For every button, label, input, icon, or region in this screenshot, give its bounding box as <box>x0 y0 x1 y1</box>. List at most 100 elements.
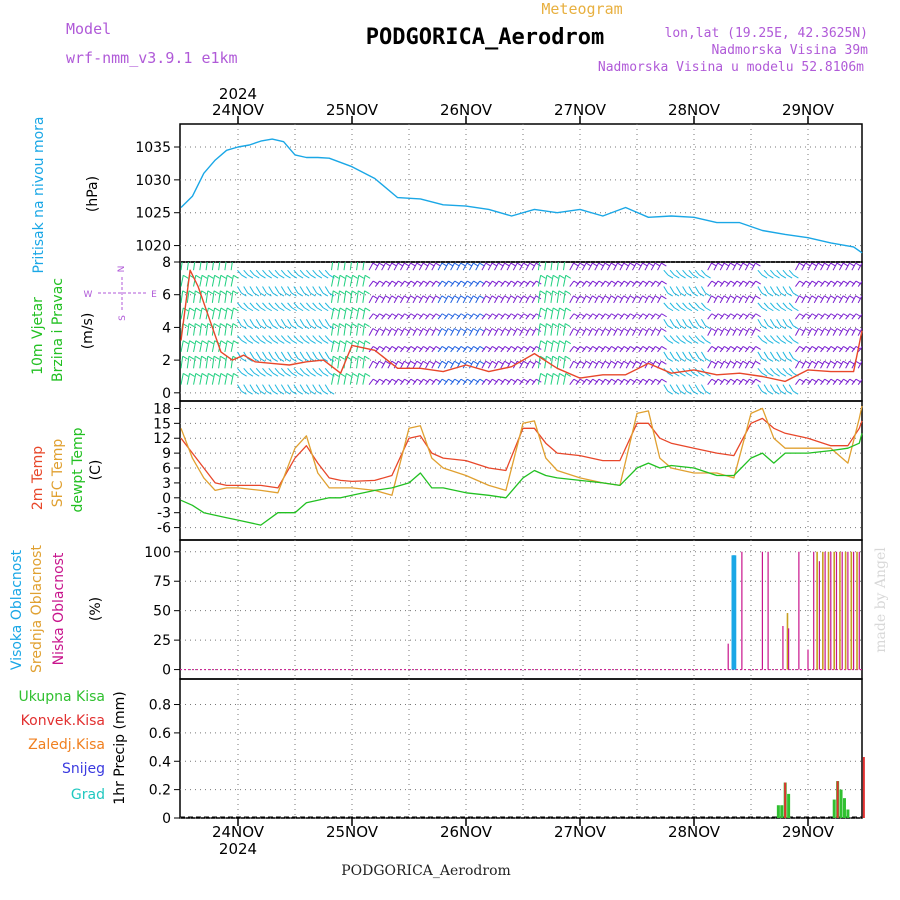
wind-barb <box>318 318 324 326</box>
wind-barb <box>525 346 531 353</box>
cloud-low-bar <box>818 561 820 670</box>
wind-barb <box>193 340 197 353</box>
wind-barb <box>437 360 443 369</box>
wind-barb <box>431 280 437 287</box>
wind-barb-flag <box>454 328 460 332</box>
cloud-low-bar <box>847 551 849 670</box>
wind-barb <box>299 367 305 374</box>
wind-barb-flag <box>316 292 322 297</box>
wind-barb <box>425 328 430 336</box>
wind-barb <box>211 373 216 385</box>
wind-barb <box>437 313 443 320</box>
wind-barb <box>820 378 826 385</box>
wind-barb <box>531 280 537 287</box>
wind-barb <box>349 262 352 271</box>
wind-barb-flag <box>579 262 586 267</box>
wind-barb <box>456 346 462 353</box>
wind-barb <box>751 328 756 336</box>
wind-barb <box>193 307 197 320</box>
wind-barb-flag <box>247 372 254 377</box>
wind-barb <box>425 295 430 304</box>
wind-barb-flag <box>610 360 617 365</box>
wind-barb-flag <box>491 262 498 267</box>
wind-barb-flag <box>241 292 247 297</box>
wind-barb-flag <box>811 295 818 300</box>
wind-barb <box>362 323 366 336</box>
wind-barb-flag <box>410 328 416 332</box>
wind-barb-flag <box>617 262 623 267</box>
wind-barb <box>613 313 619 320</box>
wind-barb <box>487 328 493 336</box>
wind-barb-flag <box>241 325 247 330</box>
wind-barb <box>374 262 380 271</box>
wind-barb-flag <box>565 258 570 261</box>
wind-barb-flag <box>824 262 830 267</box>
wind-barb-flag <box>523 360 529 365</box>
wind-barb-flag <box>208 274 214 279</box>
wind-barb-flag <box>680 390 686 395</box>
wind-barb <box>456 328 462 336</box>
wind-panel <box>180 258 873 395</box>
wind-barb <box>468 295 474 304</box>
wind-barb <box>255 335 261 341</box>
wind-barb-flag <box>378 360 385 365</box>
wind-barb <box>606 313 612 320</box>
wind-barb <box>406 313 412 320</box>
wind-barb <box>675 302 681 309</box>
wind-barb <box>450 262 455 271</box>
wind-barb <box>701 302 707 309</box>
wind-barb-flag <box>868 329 873 332</box>
wind-barb-flag <box>761 292 768 297</box>
wind-barb <box>412 346 418 353</box>
wind-barb-flag <box>372 328 379 332</box>
wind-barb <box>255 367 261 374</box>
wind-barb-flag <box>429 295 435 300</box>
wind-barb <box>669 269 675 276</box>
wind-barb <box>631 262 637 271</box>
wind-barb <box>669 384 675 392</box>
wind-barb <box>625 360 631 369</box>
wind-barb <box>218 275 222 287</box>
wind-barb-flag <box>364 307 371 312</box>
wind-barb <box>393 262 399 271</box>
wind-barb-flag <box>214 307 220 312</box>
wind-barbs <box>180 258 873 395</box>
y-tick-label: 2 <box>162 353 171 369</box>
wind-barb <box>280 351 286 359</box>
wind-barb <box>487 313 493 320</box>
wind-barb <box>600 378 606 385</box>
wind-barb-flag <box>498 328 504 332</box>
wind-barb <box>694 286 700 294</box>
wind-barb <box>450 313 456 320</box>
wind-barb <box>575 295 581 304</box>
y-tick-label: 9 <box>162 446 171 462</box>
wind-barb <box>381 378 387 385</box>
wind-barb-flag <box>297 307 304 312</box>
wind-barb-flag <box>535 262 542 267</box>
wind-barb-flag <box>213 323 220 327</box>
wind-barb <box>525 295 531 304</box>
wind-barb <box>537 340 542 353</box>
wind-barb-flag <box>378 295 385 300</box>
wind-barb-flag <box>352 274 358 279</box>
wind-barb <box>832 262 838 271</box>
wind-barb <box>588 280 594 287</box>
wind-barb <box>519 328 524 336</box>
wind-barb <box>337 275 341 287</box>
wind-barb <box>751 280 757 287</box>
wind-title-line2: Brzina i Pravac <box>50 278 66 382</box>
wind-barb <box>845 346 851 353</box>
wind-barb <box>393 346 399 353</box>
wind-barb-flag <box>552 340 559 345</box>
wind-barb <box>312 302 318 309</box>
wind-barb <box>644 262 650 271</box>
wind-barb-flag <box>291 390 297 395</box>
wind-barb-flag <box>674 372 680 377</box>
wind-barb-flag <box>629 262 636 267</box>
wind-barb-flag <box>202 258 207 261</box>
precip-frozen-label: Zaledj.Kisa <box>28 737 105 753</box>
wind-barb-flag <box>755 346 761 350</box>
wind-barb <box>519 360 524 369</box>
wind-barb <box>763 384 769 392</box>
wind-barb-flag <box>623 262 629 267</box>
